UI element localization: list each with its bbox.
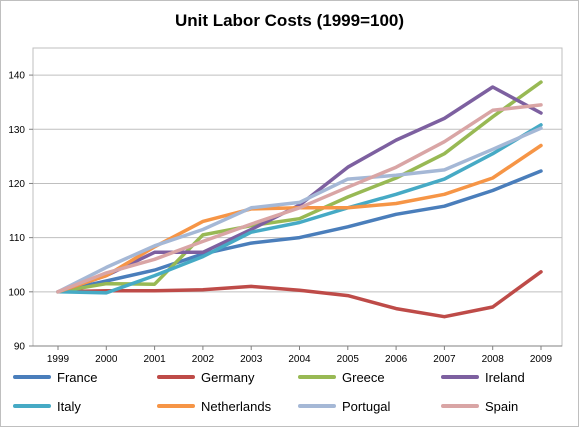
legend-label: Ireland bbox=[485, 369, 525, 385]
x-tick-label: 2006 bbox=[385, 354, 408, 365]
legend-swatch bbox=[157, 404, 195, 408]
series-line-spain bbox=[56, 103, 543, 294]
chart-title: Unit Labor Costs (1999=100) bbox=[174, 11, 405, 30]
series-line-france bbox=[56, 169, 543, 294]
legend-item-ireland: Ireland bbox=[441, 367, 525, 387]
legend-row-1: France Germany Greece Ireland bbox=[13, 367, 573, 387]
legend-label: Germany bbox=[201, 369, 255, 385]
series-line-ireland bbox=[56, 85, 543, 294]
x-tick-label: 2007 bbox=[433, 354, 456, 365]
legend-label: Portugal bbox=[342, 398, 391, 414]
y-tick-label: 90 bbox=[14, 342, 26, 353]
legend-swatch bbox=[298, 375, 336, 379]
x-tick-label: 2002 bbox=[192, 354, 215, 365]
legend-label: Italy bbox=[57, 398, 81, 414]
legend-swatch bbox=[298, 404, 336, 408]
legend-swatch bbox=[157, 375, 195, 379]
series-line-italy bbox=[56, 123, 543, 295]
legend-label: Greece bbox=[342, 369, 385, 385]
legend-item-germany: Germany bbox=[157, 367, 254, 387]
legend-item-portugal: Portugal bbox=[298, 396, 390, 416]
x-tick-label: 2005 bbox=[337, 354, 360, 365]
y-tick-label: 140 bbox=[8, 71, 25, 82]
x-tick-label: 2000 bbox=[95, 354, 118, 365]
legend-item-greece: Greece bbox=[298, 367, 385, 387]
y-tick-label: 120 bbox=[8, 179, 25, 190]
series-line-portugal bbox=[56, 126, 543, 294]
legend-item-italy: Italy bbox=[13, 396, 81, 416]
y-tick-label: 110 bbox=[9, 233, 25, 244]
legend-swatch bbox=[441, 404, 479, 408]
legend-swatch bbox=[13, 375, 51, 379]
legend-swatch bbox=[13, 404, 51, 408]
legend-item-netherlands: Netherlands bbox=[157, 396, 271, 416]
x-tick-label: 2008 bbox=[482, 354, 505, 365]
x-tick-label: 2009 bbox=[530, 354, 553, 365]
legend-item-spain: Spain bbox=[441, 396, 518, 416]
y-tick-label: 100 bbox=[8, 287, 25, 298]
legend-label: Netherlands bbox=[201, 398, 272, 414]
series-line-germany bbox=[56, 270, 543, 319]
y-tick-label: 130 bbox=[8, 125, 25, 136]
x-tick-label: 2001 bbox=[143, 354, 166, 365]
legend-item-france: France bbox=[13, 367, 97, 387]
legend-row-2: Italy Netherlands Portugal Spain bbox=[13, 396, 573, 416]
x-tick-label: 2003 bbox=[240, 354, 263, 365]
legend-label: Spain bbox=[485, 398, 519, 414]
x-tick-label: 1999 bbox=[47, 354, 70, 365]
legend-swatch bbox=[441, 375, 479, 379]
series-line-greece bbox=[56, 80, 543, 294]
x-tick-label: 2004 bbox=[288, 354, 311, 365]
legend-label: France bbox=[57, 369, 98, 385]
